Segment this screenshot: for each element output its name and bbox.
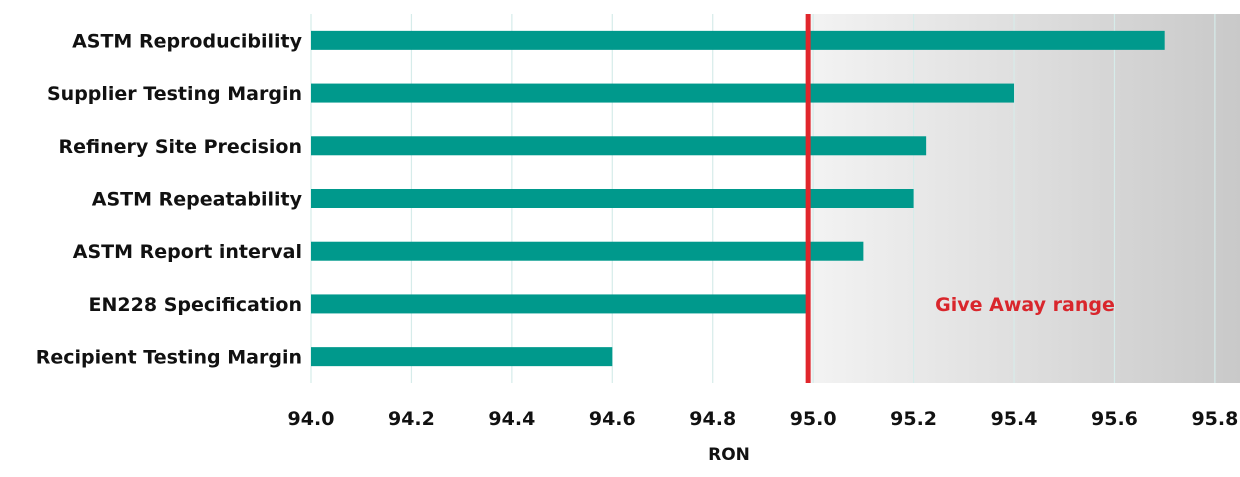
- x-tick-label: 95.4: [991, 408, 1038, 430]
- x-tick-label: 94.2: [388, 408, 435, 430]
- bar: [311, 30, 1165, 50]
- x-axis-title: RON: [708, 445, 750, 465]
- bar: [311, 294, 809, 314]
- bar: [311, 241, 864, 261]
- x-tick-label: 94.4: [488, 408, 535, 430]
- bar: [311, 136, 927, 156]
- region-label: Give Away range: [935, 294, 1115, 316]
- x-tick-label: 95.0: [790, 408, 837, 430]
- category-label: ASTM Reproducibility: [72, 30, 303, 52]
- x-tick-label: 94.0: [288, 408, 335, 430]
- category-label: Recipient Testing Margin: [36, 347, 302, 369]
- x-tick-label: 95.8: [1191, 408, 1238, 430]
- category-label: EN228 Specification: [89, 294, 302, 316]
- x-tick-label: 94.8: [689, 408, 736, 430]
- bar: [311, 189, 914, 208]
- category-label: Supplier Testing Margin: [47, 83, 302, 105]
- category-label: Refinery Site Precision: [58, 136, 302, 158]
- x-tick-label: 95.2: [890, 408, 937, 430]
- x-tick-label: 95.6: [1091, 408, 1138, 430]
- bar: [311, 347, 613, 367]
- category-label: ASTM Report interval: [73, 241, 302, 263]
- category-label: ASTM Repeatability: [92, 189, 303, 211]
- bar: [311, 83, 1015, 103]
- x-tick-label: 94.6: [589, 408, 636, 430]
